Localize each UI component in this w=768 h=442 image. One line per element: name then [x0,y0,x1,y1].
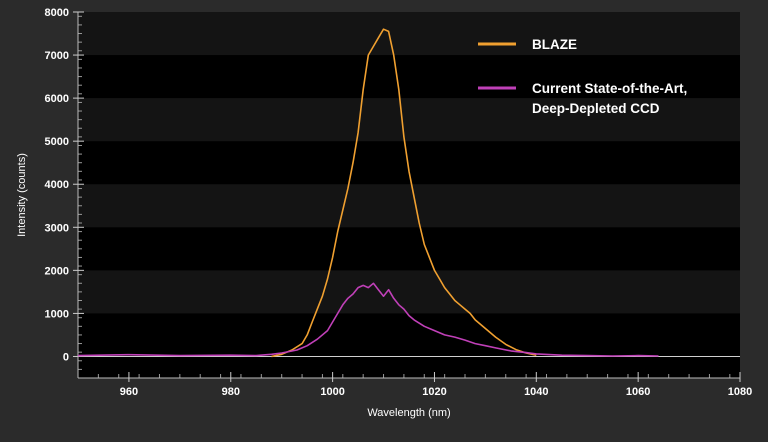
x-tick-label: 980 [222,386,240,398]
y-tick-label: 4000 [45,179,69,191]
grid-band [78,270,740,314]
y-tick-label: 8000 [45,7,69,19]
x-minor-ticks [77,374,731,378]
series-line-ccd [77,282,659,357]
x-tick-label: 1040 [524,386,548,398]
y-tick-label: 1000 [45,308,69,320]
y-minor-ticks [78,15,82,379]
legend-label: Current State-of-the-Art, [532,81,687,96]
legend-label: BLAZE [532,37,577,52]
x-tick-label: 1020 [422,386,446,398]
grid-band [78,98,740,142]
x-axis-label: Wavelength (nm) [367,407,450,419]
y-axis: 0 1000 2000 3000 4000 5000 6000 7000 8000 [45,7,84,378]
series-line-blaze [271,28,537,358]
x-axis: 960 980 1000 1020 1040 1060 1080 [78,372,752,398]
y-tick-label: 5000 [45,136,69,148]
x-tick-label: 1080 [728,386,752,398]
legend-label: Deep-Depleted CCD [532,101,660,116]
series-layer [77,28,659,358]
y-tick-label: 2000 [45,265,69,277]
grid-band [78,184,740,228]
x-tick-label: 960 [120,386,138,398]
x-tick-label: 1000 [320,386,344,398]
y-tick-label: 3000 [45,222,69,234]
y-tick-label: 0 [63,351,69,363]
x-tick-label: 1060 [626,386,650,398]
y-axis-label: Intensity (counts) [16,153,28,237]
grid-band [78,12,740,56]
y-tick-label: 7000 [45,50,69,62]
legend: BLAZE Current State-of-the-Art, Deep-Deple… [478,37,687,116]
y-tick-label: 6000 [45,93,69,105]
grid-bands [78,12,740,314]
